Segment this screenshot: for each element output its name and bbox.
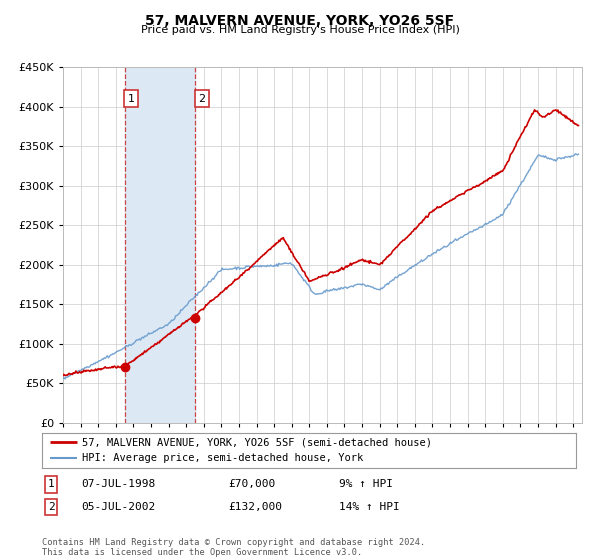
Text: £70,000: £70,000: [228, 479, 275, 489]
Text: 57, MALVERN AVENUE, YORK, YO26 5SF (semi-detached house): 57, MALVERN AVENUE, YORK, YO26 5SF (semi…: [82, 437, 432, 447]
Text: 07-JUL-1998: 07-JUL-1998: [81, 479, 155, 489]
Text: 2: 2: [47, 502, 55, 512]
Text: £132,000: £132,000: [228, 502, 282, 512]
Text: 57, MALVERN AVENUE, YORK, YO26 5SF: 57, MALVERN AVENUE, YORK, YO26 5SF: [145, 14, 455, 28]
Text: 05-JUL-2002: 05-JUL-2002: [81, 502, 155, 512]
Text: Contains HM Land Registry data © Crown copyright and database right 2024.
This d: Contains HM Land Registry data © Crown c…: [42, 538, 425, 557]
Bar: [125, 67, 196, 423]
Text: Price paid vs. HM Land Registry's House Price Index (HPI): Price paid vs. HM Land Registry's House …: [140, 25, 460, 35]
Text: 9% ↑ HPI: 9% ↑ HPI: [339, 479, 393, 489]
Text: 1: 1: [128, 94, 135, 104]
Text: 14% ↑ HPI: 14% ↑ HPI: [339, 502, 400, 512]
Text: HPI: Average price, semi-detached house, York: HPI: Average price, semi-detached house,…: [82, 453, 364, 463]
Text: 1: 1: [47, 479, 55, 489]
Text: 2: 2: [198, 94, 205, 104]
